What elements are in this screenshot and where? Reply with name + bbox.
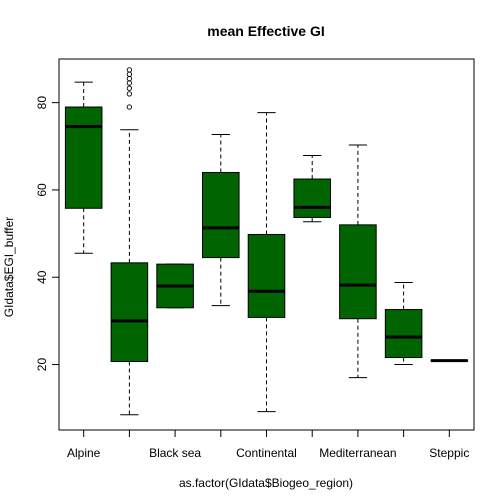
y-tick-label: 20 [35, 358, 49, 372]
box [110, 262, 149, 362]
x-axis-label: as.factor(GIdata$Biogeo_region) [179, 476, 353, 490]
box [64, 106, 103, 209]
outlier-point [126, 91, 133, 97]
outlier-point [126, 71, 133, 77]
outlier-point [126, 67, 133, 73]
x-tick-label: Steppic [429, 446, 469, 460]
chart-title: mean Effective GI [207, 23, 325, 39]
plot-area: 20 40 60 80 Alpine Black sea Continental Medite… [35, 58, 475, 460]
box [293, 178, 331, 218]
y-axis-label: GIdata$EGI_buffer [2, 217, 16, 318]
outlier-point [126, 75, 133, 82]
outlier-point [126, 80, 133, 86]
box [339, 224, 377, 320]
outlier-point [126, 85, 133, 91]
box [384, 309, 423, 359]
x-tick-label: Mediterranean [319, 446, 396, 460]
y-tick-label: 60 [35, 183, 49, 197]
box [247, 233, 286, 318]
outlier-point [126, 104, 133, 110]
x-tick-label: Continental [236, 446, 297, 460]
y-tick-label: 80 [35, 96, 49, 110]
x-tick-label: Alpine [67, 446, 101, 460]
y-tick-label: 40 [35, 270, 49, 284]
box [202, 171, 240, 259]
x-tick-label: Black sea [149, 446, 201, 460]
